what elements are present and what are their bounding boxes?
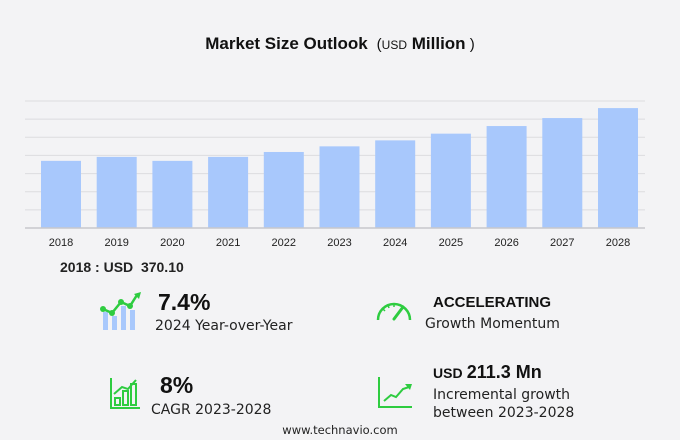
x-tick-label: 2020 bbox=[160, 237, 184, 249]
speedometer-icon bbox=[376, 302, 412, 321]
yoy-value: 7.4% bbox=[158, 289, 211, 315]
momentum-value: ACCELERATING bbox=[433, 294, 552, 311]
x-tick-label: 2018 bbox=[49, 237, 73, 249]
bar-chart: 2018 2019 2020 2021 2022 2023 2024 2025 2026 2027… bbox=[25, 100, 645, 249]
bar-2027 bbox=[542, 118, 583, 228]
cagr-value: 8% bbox=[160, 372, 194, 398]
x-tick-label: 2027 bbox=[550, 237, 574, 249]
incremental-value: USD 211.3 Mn bbox=[433, 362, 542, 382]
cagr-label: CAGR 2023-2028 bbox=[151, 402, 272, 418]
x-tick-label: 2021 bbox=[216, 237, 240, 249]
x-tick-label: 2025 bbox=[439, 237, 463, 249]
title-unit: Million bbox=[411, 34, 466, 53]
bar-2028 bbox=[598, 108, 638, 228]
bar-2020 bbox=[152, 160, 193, 228]
bar-2018 bbox=[41, 160, 81, 228]
line-growth-icon bbox=[378, 377, 412, 408]
bar-2019 bbox=[96, 156, 137, 228]
bar-2025 bbox=[430, 133, 471, 228]
bar-2023 bbox=[319, 146, 360, 228]
incremental-label-2: between 2023-2028 bbox=[433, 405, 575, 421]
title-text: Market Size Outlook bbox=[205, 34, 368, 53]
bar-2021 bbox=[208, 156, 249, 228]
x-tick-label: 2019 bbox=[104, 237, 128, 249]
chart-title: Market Size Outlook (USD Million ) bbox=[205, 34, 475, 53]
chart-trend-icon bbox=[100, 292, 141, 330]
yoy-label: 2024 Year-over-Year bbox=[155, 318, 293, 334]
x-tick-label: 2026 bbox=[494, 237, 518, 249]
footer-url[interactable]: www.technavio.com bbox=[282, 423, 398, 437]
x-tick-label: 2022 bbox=[272, 237, 296, 249]
incremental-label-1: Incremental growth bbox=[433, 387, 571, 403]
bar-2022 bbox=[263, 151, 304, 228]
x-tick-label: 2028 bbox=[606, 237, 630, 249]
momentum-label: Growth Momentum bbox=[425, 316, 560, 332]
bar-2024 bbox=[375, 140, 416, 228]
x-tick-label: 2024 bbox=[383, 237, 407, 249]
bar-2026 bbox=[486, 126, 527, 228]
bar-chart-icon bbox=[110, 378, 140, 409]
title-unit-prefix: USD bbox=[381, 38, 407, 52]
x-tick-label: 2023 bbox=[327, 237, 351, 249]
base-value: 2018 : USD 370.10 bbox=[60, 259, 184, 275]
